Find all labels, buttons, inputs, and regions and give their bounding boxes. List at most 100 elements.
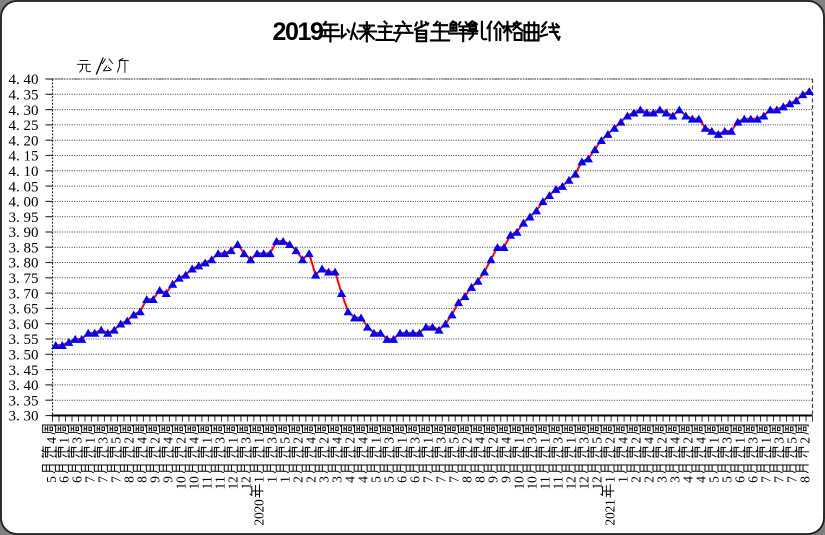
svg-text:2: 2 [628,437,643,444]
svg-text:2: 2 [343,437,358,444]
svg-text:4. 40: 4. 40 [9,72,39,88]
svg-text:5: 5 [44,476,59,483]
svg-text:4. 35: 4. 35 [9,88,39,104]
svg-text:7: 7 [758,476,773,483]
svg-text:1: 1 [615,476,630,483]
svg-text:8: 8 [135,476,150,483]
svg-text:1: 1 [395,437,410,444]
svg-text:4: 4 [330,437,345,444]
svg-text:1: 1 [83,437,98,444]
svg-text:11: 11 [537,476,552,489]
svg-text:12: 12 [589,476,604,489]
svg-text:4: 4 [693,437,708,444]
svg-text:1: 1 [602,476,617,483]
svg-text:2: 2 [641,476,656,483]
svg-text:9: 9 [498,476,513,483]
svg-text:3: 3 [96,437,111,444]
svg-text:3. 35: 3. 35 [9,393,39,409]
svg-text:2: 2 [485,437,500,444]
svg-text:11: 11 [550,476,565,489]
svg-text:8: 8 [472,476,487,483]
svg-text:3: 3 [433,437,448,444]
svg-text:1: 1 [265,476,280,483]
svg-text:1: 1 [421,437,436,444]
svg-text:4. 05: 4. 05 [9,179,39,195]
svg-text:3. 90: 3. 90 [9,225,39,241]
svg-text:9: 9 [485,476,500,483]
svg-text:12: 12 [226,476,241,489]
svg-text:4: 4 [44,437,59,444]
svg-text:3: 3 [70,437,85,444]
svg-text:2020: 2020 [252,499,267,526]
svg-text:5: 5 [706,476,721,483]
svg-text:1: 1 [252,476,267,483]
svg-text:1: 1 [563,437,578,444]
svg-text:4: 4 [135,437,150,444]
svg-text:3. 70: 3. 70 [9,286,39,302]
svg-text:5: 5 [784,437,799,444]
svg-text:3: 3 [719,437,734,444]
svg-text:2: 2 [148,437,163,444]
svg-text:4: 4 [641,437,656,444]
svg-text:2019: 2019 [273,18,324,46]
svg-text:4. 30: 4. 30 [9,103,39,119]
svg-text:4: 4 [356,476,371,483]
svg-text:4: 4 [680,476,695,483]
svg-text:4: 4 [498,437,513,444]
svg-text:7: 7 [446,476,461,483]
svg-text:3: 3 [239,437,254,444]
svg-text:5: 5 [589,437,604,444]
svg-text:3. 60: 3. 60 [9,317,39,333]
svg-text:3: 3 [408,437,423,444]
svg-text:1: 1 [369,437,384,444]
svg-text:1: 1 [758,437,773,444]
svg-text:11: 11 [213,476,228,489]
svg-text:4. 10: 4. 10 [9,164,39,180]
svg-text:1: 1 [252,437,267,444]
svg-text:3: 3 [550,437,565,444]
svg-text:2: 2 [291,437,306,444]
svg-text:11: 11 [200,476,215,489]
svg-text:2: 2 [304,476,319,483]
svg-text:6: 6 [745,476,760,483]
svg-text:3: 3 [524,437,539,444]
svg-text:7: 7 [109,476,124,483]
svg-text:5: 5 [446,437,461,444]
svg-text:10: 10 [187,476,202,489]
svg-text:7: 7 [784,476,799,483]
svg-text:2: 2 [680,437,695,444]
svg-text:6: 6 [408,476,423,483]
svg-text:4: 4 [472,437,487,444]
svg-text:3. 75: 3. 75 [9,271,39,287]
svg-text:1: 1 [200,437,215,444]
svg-text:3: 3 [745,437,760,444]
svg-text:1: 1 [226,437,241,444]
svg-text:10: 10 [524,476,539,489]
svg-text:7: 7 [433,476,448,483]
svg-text:3: 3 [317,476,332,483]
svg-text:7: 7 [83,476,98,483]
svg-text:3: 3 [576,437,591,444]
svg-text:3: 3 [330,476,345,483]
svg-text:3: 3 [382,437,397,444]
svg-text:6: 6 [57,476,72,483]
svg-text:2: 2 [317,437,332,444]
svg-text:7: 7 [771,476,786,483]
svg-text:5: 5 [109,437,124,444]
svg-text:4. 25: 4. 25 [9,118,39,134]
svg-text:2: 2 [291,476,306,483]
svg-text:8: 8 [122,476,137,483]
svg-text:2: 2 [654,437,669,444]
svg-text:3: 3 [667,476,682,483]
svg-text:7: 7 [96,476,111,483]
svg-text:4: 4 [304,437,319,444]
svg-text:3. 45: 3. 45 [9,363,39,379]
svg-text:2: 2 [797,437,812,444]
svg-text:5: 5 [719,476,734,483]
svg-text:6: 6 [70,476,85,483]
svg-text:4: 4 [693,476,708,483]
svg-text:1: 1 [278,476,293,483]
svg-text:2: 2 [174,437,189,444]
svg-text:4: 4 [343,476,358,483]
svg-text:3. 30: 3. 30 [9,409,39,425]
